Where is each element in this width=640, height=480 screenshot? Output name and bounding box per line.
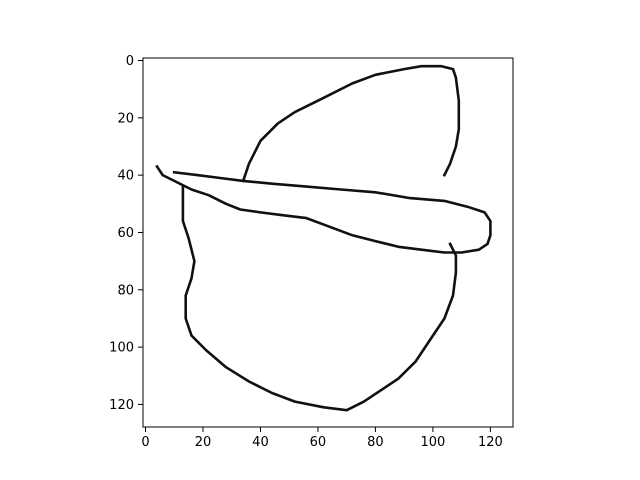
x-tick-label: 120 [478, 435, 503, 450]
drawing-layer [155, 64, 492, 412]
stroke-hat-crown [241, 64, 461, 183]
x-axis: 0 20 40 60 80 100 120 [141, 427, 503, 450]
y-tick-label: 20 [117, 111, 134, 126]
x-tick-label: 100 [420, 435, 445, 450]
y-axis: 0 20 40 60 80 100 120 [109, 54, 143, 413]
plot-frame [142, 57, 514, 428]
y-tick-label: 100 [109, 341, 134, 356]
stroke-hat-bowl [181, 185, 458, 412]
x-tick-label: 20 [195, 435, 212, 450]
x-tick-label: 40 [252, 435, 269, 450]
y-tick-label: 0 [126, 54, 134, 69]
x-tick-label: 60 [310, 435, 327, 450]
x-tick-label: 0 [141, 435, 149, 450]
y-tick-label: 40 [117, 169, 134, 184]
y-tick-label: 80 [117, 283, 134, 298]
y-tick-label: 120 [109, 398, 134, 413]
y-tick-label: 60 [117, 226, 134, 241]
stroke-hat-brim [155, 164, 492, 254]
x-tick-label: 80 [367, 435, 384, 450]
